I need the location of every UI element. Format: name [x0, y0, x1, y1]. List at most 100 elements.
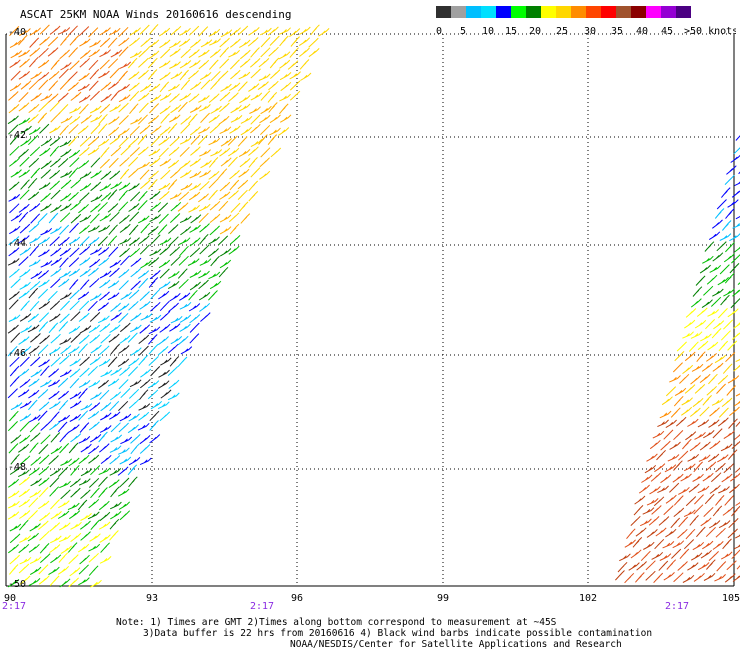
wind-barb: [735, 501, 740, 506]
wind-barb: [158, 191, 170, 201]
wind-barb: [87, 147, 100, 156]
wind-barb: [158, 290, 170, 300]
wind-barb: [138, 161, 150, 170]
wind-barb: [20, 300, 30, 311]
pass-time-2: 2:17: [250, 601, 275, 612]
wind-barb: [127, 424, 139, 434]
wind-barb: [48, 379, 60, 387]
wind-barb: [130, 257, 142, 267]
wind-barb: [659, 410, 672, 419]
wind-barb: [666, 559, 677, 570]
wind-barb: [39, 36, 50, 46]
wind-barb: [250, 47, 260, 58]
wind-barb: [40, 203, 52, 212]
wind-barb: [27, 177, 38, 189]
wind-barb: [659, 553, 672, 561]
wind-barb: [80, 520, 91, 530]
wind-barb: [198, 292, 211, 301]
wind-barb: [119, 156, 130, 167]
wind-barb: [219, 226, 232, 235]
wind-barb: [650, 472, 662, 482]
wind-barb: [159, 237, 172, 246]
wind-barb: [698, 454, 711, 462]
wind-barb: [137, 114, 148, 125]
wind-barb: [7, 511, 20, 520]
wind-barb: [189, 171, 202, 179]
wind-barb: [59, 369, 72, 378]
wind-barb: [89, 334, 101, 344]
wind-barb: [119, 456, 132, 465]
wind-barb: [685, 431, 697, 441]
wind-barb: [8, 91, 19, 101]
wind-barb: [672, 540, 685, 549]
wind-barb: [716, 199, 727, 210]
wind-barb: [198, 26, 209, 37]
wind-barb: [59, 247, 71, 257]
wind-barb: [239, 39, 251, 49]
wind-barb: [18, 290, 30, 299]
wind-barb: [217, 168, 228, 179]
wind-barb: [654, 538, 665, 550]
wind-barb: [200, 71, 212, 81]
wind-barb: [200, 312, 211, 322]
wind-barb: [118, 447, 130, 455]
wind-barb: [108, 58, 119, 69]
wind-barb: [137, 134, 148, 145]
wind-barb: [682, 438, 692, 450]
note-line-2: 3)Data buffer is 22 hrs from 20160616 4)…: [143, 628, 653, 639]
wind-barb: [644, 464, 657, 474]
wind-barb: [208, 114, 220, 124]
wind-barb: [148, 115, 160, 125]
wind-barb: [110, 511, 122, 520]
wind-barb: [88, 543, 101, 552]
wind-barb: [108, 224, 118, 236]
wind-barb: [90, 465, 101, 476]
wind-barb: [49, 236, 60, 247]
wind-barb: [651, 551, 664, 560]
wind-barb: [147, 57, 158, 69]
wind-barb: [109, 455, 121, 465]
wind-barb: [653, 496, 665, 507]
wind-barb: [735, 358, 740, 363]
wind-barb: [90, 519, 101, 531]
wind-barb: [687, 418, 699, 427]
wind-barb: [39, 530, 50, 541]
wind-barb: [119, 477, 130, 488]
wind-barb: [189, 158, 201, 167]
wind-barb: [39, 553, 51, 563]
wind-barb: [147, 380, 160, 389]
wind-barb: [29, 280, 41, 291]
wind-barb: [50, 411, 60, 422]
wind-barb: [732, 575, 740, 582]
wind-barb: [28, 378, 40, 388]
wind-barb: [69, 300, 80, 311]
wind-barb: [107, 356, 118, 368]
wind-barb: [720, 330, 731, 341]
wind-barb: [178, 38, 191, 47]
wind-barb: [160, 169, 171, 180]
wind-barb: [188, 303, 201, 312]
wind-barb: [20, 345, 32, 356]
wind-barb: [79, 246, 91, 256]
wind-barb: [169, 61, 181, 69]
wind-barb: [704, 493, 715, 505]
wind-barb: [69, 413, 82, 422]
wind-barb: [717, 308, 728, 319]
wind-barb: [28, 259, 41, 267]
wind-barb: [712, 505, 723, 517]
wind-barb: [7, 345, 18, 357]
wind-barb: [228, 212, 240, 223]
wind-barb: [687, 453, 700, 462]
wind-barb: [713, 320, 725, 330]
wind-barb: [260, 105, 272, 115]
wind-barb: [48, 70, 60, 81]
wind-barb: [128, 82, 140, 92]
wind-barb: [39, 543, 50, 554]
wind-barb: [169, 48, 181, 57]
wind-barb: [78, 26, 90, 37]
wind-barb: [68, 268, 81, 277]
wind-barb: [128, 476, 138, 488]
wind-barb: [130, 443, 140, 455]
wind-barb: [169, 136, 180, 147]
wind-barb: [633, 505, 644, 516]
